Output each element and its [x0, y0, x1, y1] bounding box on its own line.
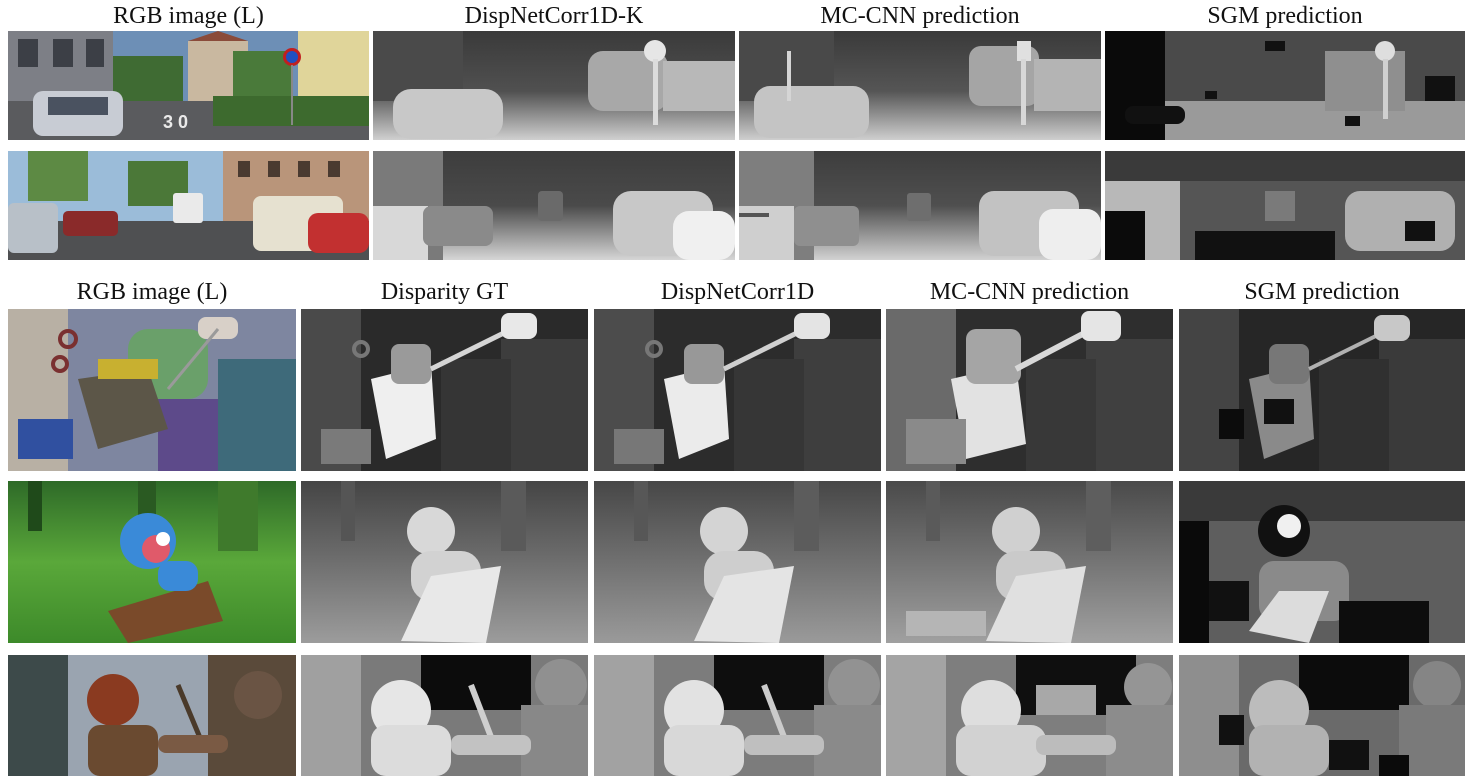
monkey-rgb — [8, 481, 296, 643]
warrior-rgb — [8, 655, 296, 776]
kitti-street-1-dispnet — [373, 31, 735, 140]
kitti-street-1-mccnn — [739, 31, 1101, 140]
warrior-mccnn — [886, 655, 1173, 776]
monkey-dispnet — [594, 481, 881, 643]
kitti-street-1-rgb: 3 0 — [8, 31, 369, 140]
monkey-sgm — [1179, 481, 1465, 643]
kitti-street-1-sgm — [1105, 31, 1465, 140]
header-bottom-sgm: SGM prediction — [1244, 279, 1400, 305]
sintel-robot-dispnet — [594, 309, 881, 471]
warrior-dispnet — [594, 655, 881, 776]
sintel-robot-mccnn — [886, 309, 1173, 471]
kitti-street-2-rgb — [8, 151, 369, 260]
sintel-robot-rgb — [8, 309, 296, 471]
header-top-mccnn: MC-CNN prediction — [820, 3, 1020, 29]
kitti-street-2-sgm — [1105, 151, 1465, 260]
header-bottom-mccnn: MC-CNN prediction — [929, 279, 1130, 305]
svg-text:3 0: 3 0 — [163, 112, 188, 132]
sintel-robot-sgm — [1179, 309, 1465, 471]
header-top-sgm: SGM prediction — [1207, 3, 1363, 29]
warrior-gt — [301, 655, 588, 776]
header-top-rgb: RGB image (L) — [113, 3, 264, 29]
monkey-mccnn — [886, 481, 1173, 643]
kitti-street-2-mccnn — [739, 151, 1101, 260]
kitti-street-2-dispnet — [373, 151, 735, 260]
header-bottom-dispnet: DispNetCorr1D — [660, 279, 815, 305]
header-bottom-rgb: RGB image (L) — [76, 279, 228, 305]
header-top-dispnet-k: DispNetCorr1D-K — [464, 3, 644, 29]
warrior-sgm — [1179, 655, 1465, 776]
monkey-gt — [301, 481, 588, 643]
sintel-robot-gt — [301, 309, 588, 471]
header-bottom-gt: Disparity GT — [380, 279, 509, 305]
